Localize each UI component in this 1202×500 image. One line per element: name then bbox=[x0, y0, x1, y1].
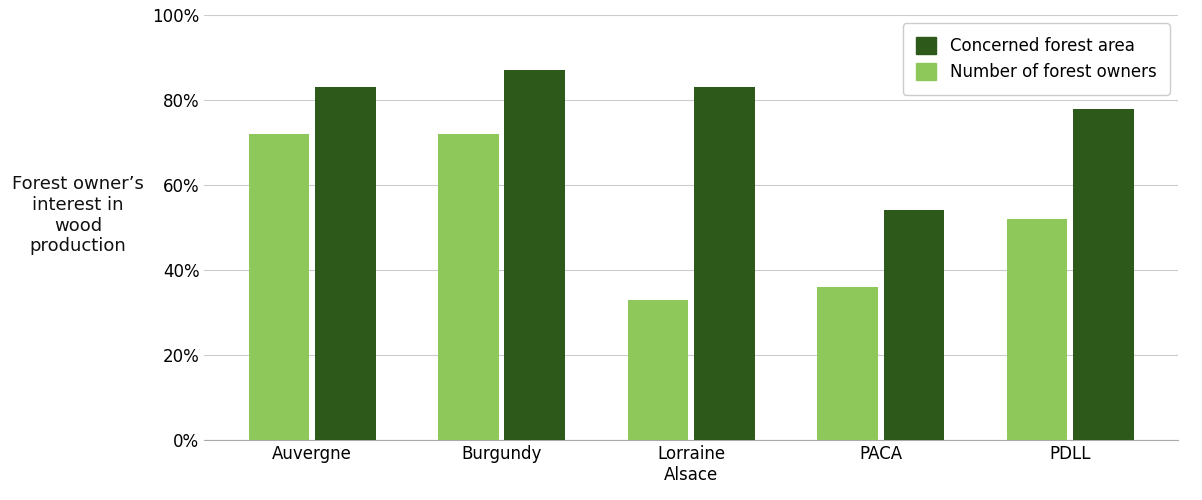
Bar bbox=[505, 70, 565, 440]
Bar bbox=[627, 300, 689, 440]
Bar bbox=[1073, 108, 1133, 440]
Text: Forest owner’s
interest in
wood
production: Forest owner’s interest in wood producti… bbox=[12, 175, 144, 256]
Bar bbox=[694, 87, 755, 440]
Bar bbox=[883, 210, 945, 440]
Bar bbox=[438, 134, 499, 440]
Legend: Concerned forest area, Number of forest owners: Concerned forest area, Number of forest … bbox=[903, 24, 1170, 95]
Bar bbox=[315, 87, 375, 440]
Bar bbox=[1007, 219, 1067, 440]
Bar bbox=[249, 134, 309, 440]
Bar bbox=[817, 287, 877, 440]
